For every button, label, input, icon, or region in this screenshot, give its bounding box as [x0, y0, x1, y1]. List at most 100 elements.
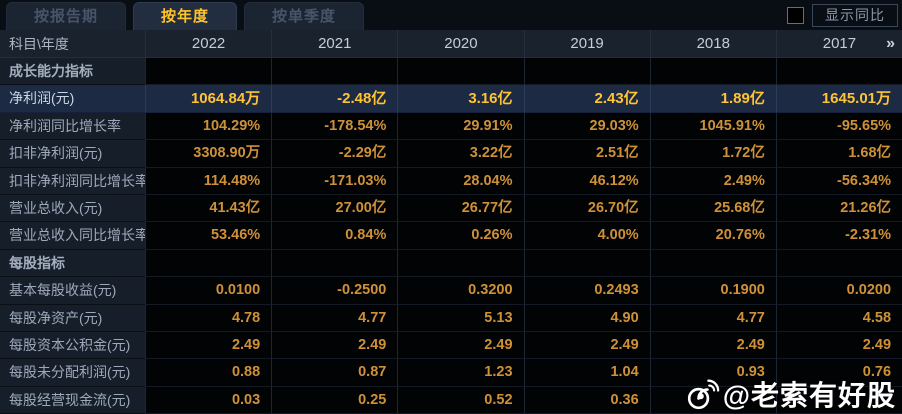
show-yoy-checkbox[interactable] — [787, 7, 804, 24]
tabbar-right-controls: 显示同比 — [787, 4, 898, 27]
cell-value: 114.48% — [145, 167, 272, 195]
table-row: 扣非净利润(元) 3308.90万 -2.29亿 3.22亿 2.51亿 1.72亿 1.6… — [0, 140, 902, 168]
cell-value: 2.49% — [649, 167, 776, 195]
cell-value: 2.49 — [523, 331, 650, 360]
cell-value: 2.51亿 — [523, 140, 650, 168]
cell-value — [649, 386, 776, 414]
table-row: 每股净资产(元) 4.78 4.77 5.13 4.90 4.77 4.58 — [0, 304, 902, 332]
tab-by-single-quarter[interactable]: 按单季度 — [244, 2, 365, 30]
cell-value — [523, 58, 650, 86]
row-label: 每股经营现金流(元) — [0, 386, 145, 414]
cell-value: 3.22亿 — [397, 140, 524, 168]
section-header-row: 每股指标 — [0, 249, 902, 278]
cell-value: 2.43亿 — [523, 85, 650, 113]
table-row: 每股未分配利润(元) 0.88 0.87 1.23 1.04 0.93 0.76 — [0, 359, 902, 387]
cell-value: 4.90 — [523, 304, 650, 332]
cell-value — [775, 249, 902, 278]
row-label: 成长能力指标 — [0, 58, 145, 86]
cell-value: 2.49 — [775, 331, 902, 360]
year-column-header[interactable]: 2017 » — [775, 30, 902, 57]
cell-value: 28.04% — [397, 167, 524, 195]
cell-value: 2.49 — [271, 331, 398, 360]
year-column-header[interactable]: 2022 — [145, 30, 271, 57]
section-header-row: 成长能力指标 — [0, 58, 902, 86]
row-label: 营业总收入(元) — [0, 194, 145, 223]
corner-label: 科目\年度 — [9, 36, 69, 52]
cell-value — [649, 249, 776, 278]
cell-value — [775, 386, 902, 414]
table-row: 每股经营现金流(元) 0.03 0.25 0.52 0.36 — [0, 386, 902, 414]
cell-value: 2.49 — [649, 331, 776, 360]
table-row: 扣非净利润同比增长率 114.48% -171.03% 28.04% 46.12% 2.4… — [0, 167, 902, 195]
table-row: 基本每股收益(元) 0.0100 -0.2500 0.3200 0.2493 0.1900… — [0, 277, 902, 305]
row-label: 扣非净利润(元) — [0, 140, 145, 168]
table-row: 净利润(元) 1064.84万 -2.48亿 3.16亿 2.43亿 1.89亿 1645.… — [0, 85, 902, 113]
table-row: 营业总收入(元) 41.43亿 27.00亿 26.77亿 26.70亿 25.68亿 21… — [0, 194, 902, 223]
year-column-header[interactable]: 2020 — [397, 30, 523, 57]
cell-value: 0.03 — [145, 386, 272, 414]
cell-value: 3.16亿 — [397, 85, 524, 113]
row-label: 基本每股收益(元) — [0, 277, 145, 305]
cell-value: 0.76 — [775, 359, 902, 387]
cell-value: 0.87 — [271, 359, 398, 387]
cell-value: 0.52 — [397, 386, 524, 414]
cell-value: 0.84% — [271, 222, 398, 250]
row-label: 净利润(元) — [0, 85, 145, 113]
year-column-header[interactable]: 2021 — [271, 30, 397, 57]
row-label: 每股指标 — [0, 249, 145, 278]
cell-value: 27.00亿 — [271, 194, 398, 223]
cell-value: 1.68亿 — [775, 140, 902, 168]
table-header-row: 科目\年度 2022 2021 2020 2019 2018 2017 » — [0, 30, 902, 58]
indicators-table: 科目\年度 2022 2021 2020 2019 2018 2017 » 成长… — [0, 30, 902, 414]
cell-value: 2.49 — [145, 331, 272, 360]
cell-value: 0.2493 — [523, 277, 650, 305]
cell-value: 0.3200 — [397, 277, 524, 305]
cell-value — [145, 249, 272, 278]
row-label: 每股未分配利润(元) — [0, 359, 145, 387]
cell-value — [271, 58, 398, 86]
cell-value: 26.77亿 — [397, 194, 524, 223]
year-column-header[interactable]: 2019 — [523, 30, 650, 57]
cell-value: 104.29% — [145, 112, 272, 141]
period-tabbar: 按报告期 按年度 按单季度 显示同比 — [0, 0, 902, 30]
cell-value: 4.78 — [145, 304, 272, 332]
year-column-header[interactable]: 2018 — [649, 30, 776, 57]
cell-value: 3308.90万 — [145, 140, 272, 168]
cell-value: 4.77 — [271, 304, 398, 332]
cell-value: 26.70亿 — [523, 194, 650, 223]
cell-value: 0.26% — [397, 222, 524, 250]
cell-value — [775, 58, 902, 86]
table-row: 净利润同比增长率 104.29% -178.54% 29.91% 29.03% 1045.… — [0, 112, 902, 141]
cell-value: 0.0200 — [775, 277, 902, 305]
cell-value: -2.31% — [775, 222, 902, 250]
row-label: 营业总收入同比增长率 — [0, 222, 145, 250]
cell-value: 41.43亿 — [145, 194, 272, 223]
cell-value: 1045.91% — [649, 112, 776, 141]
show-yoy-button[interactable]: 显示同比 — [812, 4, 898, 27]
cell-value: 21.26亿 — [775, 194, 902, 223]
cell-value: -2.48亿 — [271, 85, 398, 113]
cell-value: 46.12% — [523, 167, 650, 195]
table-body: 成长能力指标 净利润(元) 1064.84万 -2.48亿 3.16亿 2.43亿 1.89… — [0, 58, 902, 414]
cell-value: -95.65% — [775, 112, 902, 141]
cell-value: -171.03% — [271, 167, 398, 195]
cell-value: 5.13 — [397, 304, 524, 332]
cell-value: 29.91% — [397, 112, 524, 141]
cell-value — [649, 58, 776, 86]
cell-value: 1.23 — [397, 359, 524, 387]
cell-value — [145, 58, 272, 86]
tab-by-year[interactable]: 按年度 — [133, 2, 238, 30]
cell-value: 0.88 — [145, 359, 272, 387]
cell-value — [271, 249, 398, 278]
more-columns-icon[interactable]: » — [886, 35, 896, 52]
cell-value: 4.58 — [775, 304, 902, 332]
cell-value: 1.04 — [523, 359, 650, 387]
cell-value: 53.46% — [145, 222, 272, 250]
tab-by-report-period[interactable]: 按报告期 — [6, 2, 127, 30]
cell-value — [397, 58, 524, 86]
row-label: 净利润同比增长率 — [0, 112, 145, 141]
cell-value: 25.68亿 — [649, 194, 776, 223]
cell-value: 2.49 — [397, 331, 524, 360]
cell-value: 1645.01万 — [775, 85, 902, 113]
